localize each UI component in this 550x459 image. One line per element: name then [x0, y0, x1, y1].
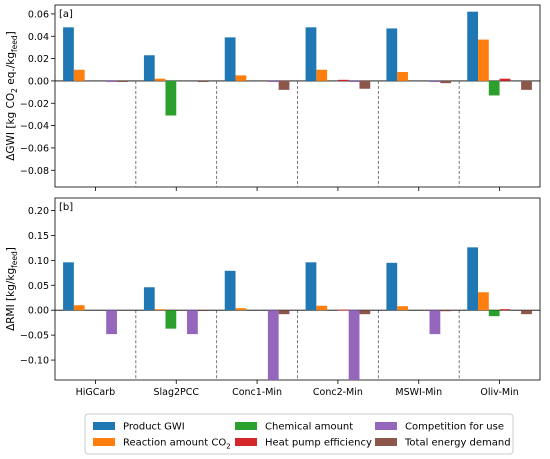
bar [278, 80, 290, 90]
legend-swatch [375, 438, 397, 446]
axes-frame [54, 197, 541, 381]
legend-label: Competition for use [405, 422, 504, 433]
bar [305, 262, 317, 311]
bar [337, 309, 349, 311]
y-tick-label: 0.20 [28, 206, 49, 217]
bar [106, 310, 117, 335]
bar [397, 306, 408, 311]
bar [73, 305, 85, 311]
bar [478, 292, 489, 311]
bar [267, 80, 279, 83]
legend-label: Heat pump efficiency [265, 438, 372, 449]
y-tick-label: −0.02 [20, 99, 49, 110]
bar [106, 80, 117, 83]
x-tick-label: Conc2-Min [313, 387, 363, 398]
bar [386, 262, 398, 311]
legend-swatch [235, 422, 257, 430]
y-tick-label: 0.10 [28, 256, 49, 267]
bar [316, 305, 328, 311]
bar [467, 247, 479, 311]
bar [187, 310, 198, 335]
bar [63, 27, 74, 81]
bar [165, 80, 177, 116]
bar [467, 11, 479, 81]
bar [224, 37, 236, 81]
y-tick-label: 0.00 [28, 306, 49, 317]
x-tick-label: HiGCarb [76, 387, 116, 398]
bar [197, 310, 209, 311]
legend-label: Total energy demand [404, 438, 511, 449]
x-tick-label: MSWI-Min [395, 387, 442, 398]
bar [143, 287, 155, 311]
bar [337, 79, 349, 81]
y-tick-label: −0.10 [20, 356, 49, 367]
bar [235, 75, 247, 81]
legend: Product GWI Reaction amount CO2 Chemical a… [84, 413, 514, 455]
legend-frame [84, 413, 514, 455]
bar [143, 55, 155, 81]
bar [63, 262, 74, 311]
bar [348, 310, 360, 380]
bar [267, 310, 279, 380]
bar [440, 80, 452, 84]
legend-label: Product GWI [123, 422, 185, 433]
legend-swatch [93, 438, 115, 446]
panel-a: −0.08 −0.06 −0.04 −0.02 0.00 0.02 0.04 0.06 [a] Δ… [5, 4, 541, 191]
panel-b: −0.10 −0.05 0.00 0.05 0.10 0.15 0.20 HiGCarb Sla… [5, 197, 541, 398]
x-tick-label: Slag2PCC [153, 387, 199, 398]
legend-label: Reaction amount CO2 [123, 438, 231, 451]
legend-swatch [235, 438, 257, 446]
y-tick-label: 0.05 [28, 281, 49, 292]
y-tick-label: −0.05 [20, 331, 49, 342]
legend-swatch [375, 422, 397, 430]
bar [278, 310, 290, 315]
y-tick-label: 0.06 [28, 9, 49, 20]
bar [429, 80, 441, 83]
y-tick-label: 0.15 [28, 231, 49, 242]
bar [154, 78, 166, 81]
bar [488, 310, 500, 317]
legend-swatch [93, 422, 115, 430]
bar [440, 310, 452, 312]
bar [224, 270, 236, 311]
bar [359, 80, 371, 89]
bar [478, 39, 489, 81]
bar [488, 80, 500, 96]
bar [73, 69, 85, 81]
y-axis-label: ΔRMI [kg/kgfeed] [5, 247, 19, 331]
y-tick-label: 0.02 [28, 54, 49, 65]
bar [165, 310, 177, 329]
x-tick-label: Conc1-Min [232, 387, 282, 398]
bar [348, 80, 360, 83]
bar [359, 310, 371, 315]
bar [386, 28, 398, 81]
y-axis-label: ΔGWI [kg CO2 eq./kgfeed] [5, 31, 19, 161]
bar [521, 80, 532, 90]
bar [197, 80, 209, 83]
bar [305, 27, 317, 81]
y-tick-label: 0.04 [28, 32, 49, 43]
y-tick-label: −0.04 [20, 121, 49, 132]
bar [154, 309, 166, 311]
bar [499, 78, 511, 81]
legend-label: Chemical amount [265, 422, 353, 433]
bar [316, 69, 328, 81]
bar [521, 310, 532, 315]
panel-label: [b] [59, 202, 73, 213]
y-tick-label: −0.08 [20, 166, 49, 177]
bar [429, 310, 441, 335]
panel-label: [a] [59, 9, 73, 20]
y-tick-label: −0.06 [20, 143, 49, 154]
x-tick-label: Oliv-Min [480, 387, 518, 398]
bar [397, 71, 408, 81]
bar [235, 308, 247, 311]
bar [116, 80, 128, 83]
y-tick-label: 0.00 [28, 76, 49, 87]
bar [499, 309, 511, 311]
